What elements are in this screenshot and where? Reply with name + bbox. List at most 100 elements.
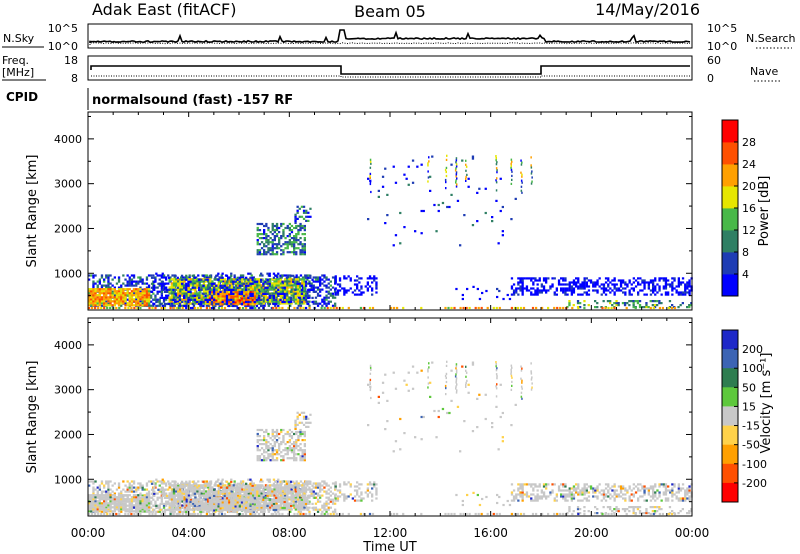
velocity-cell-297 [165,485,167,487]
power-cell-2292 [373,277,375,279]
power-cell-1024 [114,288,116,290]
power-cell-906 [332,293,334,295]
velocity-cell-1294 [196,498,198,500]
power-cell-1857 [209,295,211,297]
power-cell-829 [311,283,313,285]
power-cell-2319 [519,281,521,283]
velocity-cell-975 [101,498,103,500]
power-cell-2900 [185,283,187,285]
power-cell-2043 [267,241,269,243]
power-cell-1283 [194,290,196,292]
velocity-cell-1123 [144,510,146,512]
power-cell-3366 [607,307,609,309]
velocity-cell-1066 [127,500,129,502]
power-cell-2618 [669,283,671,285]
power-cell-3145 [301,301,303,303]
power-cell-2987 [224,285,226,287]
velocity-cell-898 [330,501,332,503]
power-cell-3169 [311,301,313,303]
power-cell-2695 [615,304,617,306]
power-cell-2925 [194,277,196,279]
power-cell-3063 [258,307,260,309]
power-cell-1027 [116,298,118,300]
power-cell-1982 [252,301,254,303]
power-cell-2671 [568,302,570,304]
power-cell-2168 [299,253,301,255]
power-cell-2320 [519,279,521,281]
power-cell-2803 [450,164,452,166]
power-cell-1815 [297,286,299,288]
power-cell-1853 [209,303,211,305]
power-cell-1718 [278,280,280,282]
velocity-cell-853 [317,485,319,487]
power-cell-2599 [661,294,663,296]
velocity-cell-115 [120,511,122,513]
power-cell-999 [107,292,109,294]
power-cell-2434 [575,281,577,283]
power-cell-2490 [603,287,605,289]
velocity-cell-139 [127,505,129,507]
power-cell-3084 [266,287,268,289]
power-cell-31 [94,283,96,285]
power-cell-2444 [579,285,581,287]
power-cell-2612 [665,277,667,279]
power-cell-2742 [686,306,688,308]
power-cell-2274 [360,285,362,287]
velocity-cell-1186 [175,490,177,492]
power-cell-2912 [189,299,191,301]
power-cell-260 [157,291,159,293]
power-cell-3222 [465,164,467,166]
power-cell-2006 [259,251,261,253]
velocity-cell-104 [116,489,118,491]
power-cell-2547 [633,287,635,289]
power-cell-2700 [622,302,624,304]
power-cell-2348 [532,277,534,279]
power-cell-2554 [637,283,639,285]
power-cell-2191 [304,245,306,247]
velocity-cell-1161 [171,502,173,504]
power-cell-2679 [583,304,585,306]
power-cell-1896 [222,293,224,295]
velocity-cell-911 [334,503,336,505]
velocity-cell-298 [165,482,167,484]
power-cell-2808 [468,186,470,188]
power-cell-265 [159,301,161,303]
power-cell-883 [325,295,327,297]
velocity-cell-927 [90,510,92,512]
power-cell-2736 [669,300,671,302]
power-cell-945 [94,304,96,306]
velocity-cell-1262 [190,490,192,492]
power-cell-2408 [564,283,566,285]
power-cell-2218 [305,212,307,214]
power-cell-3255 [495,179,497,181]
power-cell-1707 [276,280,278,282]
nsky-series-line [90,30,690,43]
velocity-cell-22 [92,491,94,493]
velocity-cell-1183 [175,502,177,504]
power-cell-2010 [259,233,261,235]
power-cell-2422 [571,289,573,291]
power-cell-3057 [252,277,254,279]
power-cell-3303 [245,307,247,309]
velocity-cell-963 [99,508,101,510]
velocity-cell-966 [99,502,101,504]
power-cell-902 [330,281,332,283]
power-cell-1124 [144,302,146,304]
power-cell-2202 [294,216,296,218]
power-cell-2243 [343,291,345,293]
power-cell-3326 [372,307,374,309]
power-cell-818 [308,301,310,303]
velocity-cell-151 [129,487,131,489]
power-cell-122 [120,285,122,287]
power-cell-1089 [133,294,135,296]
power-cell-2209 [299,208,301,210]
power-cell-3368 [614,307,616,309]
power-cell-2733 [658,300,660,302]
power-cell-2477 [594,281,596,283]
velocity-cell-1145 [148,500,150,502]
velocity-cell-887 [325,485,327,487]
power-cell-2005 [259,253,261,255]
power-cell-1019 [114,300,116,302]
velocity-cell-237 [150,501,152,503]
power-cell-3053 [252,295,254,297]
